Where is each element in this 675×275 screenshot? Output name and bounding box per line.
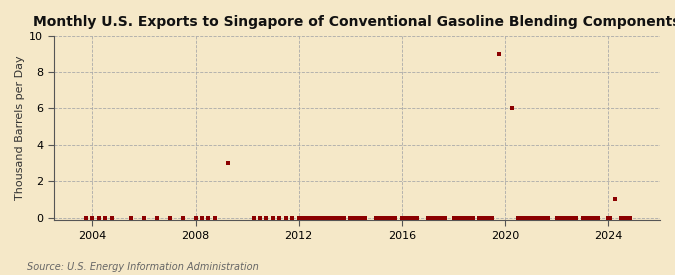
Y-axis label: Thousand Barrels per Day: Thousand Barrels per Day — [15, 56, 25, 200]
Text: Source: U.S. Energy Information Administration: Source: U.S. Energy Information Administ… — [27, 262, 259, 272]
Title: Monthly U.S. Exports to Singapore of Conventional Gasoline Blending Components: Monthly U.S. Exports to Singapore of Con… — [33, 15, 675, 29]
